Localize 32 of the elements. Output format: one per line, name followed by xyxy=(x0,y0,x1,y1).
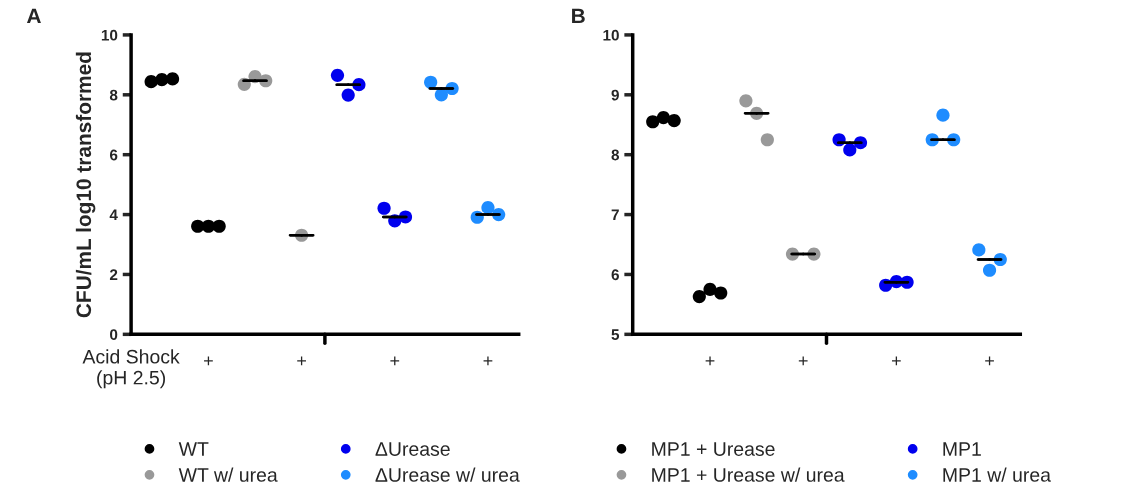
legend-label: WT w/ urea xyxy=(178,467,278,482)
legend-label: MP1 w/ urea xyxy=(943,467,1051,482)
legend-label: ΔUrease xyxy=(375,442,450,456)
y-tick-label: 5 xyxy=(611,329,620,341)
y-tick-label: 6 xyxy=(109,149,118,161)
x-tick-label: + xyxy=(204,356,213,366)
text: Acid Shock (pH 2.5) xyxy=(82,349,180,389)
x-tick-label: + xyxy=(483,356,493,366)
y-tick-label: 4 xyxy=(109,209,118,221)
legend-label: ΔUrease w/ urea xyxy=(375,467,520,482)
x-tick-label: + xyxy=(985,356,994,366)
legend-label: WT xyxy=(178,442,209,456)
y-tick-label: 8 xyxy=(109,89,118,101)
y-tick-label: 9 xyxy=(611,89,619,101)
legend-label: MP1 xyxy=(943,442,981,456)
y-tick-label: 8 xyxy=(611,149,620,161)
y-tick-label: 6 xyxy=(611,269,619,281)
y-axis-title: CFU/mL log10 transformed xyxy=(75,52,96,318)
chart-title: A xyxy=(26,8,41,24)
y-tick-label: 2 xyxy=(109,269,118,280)
y-tick-label: 10 xyxy=(101,29,118,41)
x-tick-label: + xyxy=(297,356,306,366)
x-tick-label: + xyxy=(891,356,901,366)
legend-label: MP1 + Urease w/ urea xyxy=(652,467,845,482)
y-tick-label: 0 xyxy=(110,329,118,341)
y-tick-label: 10 xyxy=(603,29,619,41)
y-tick-label: 7 xyxy=(611,209,619,221)
x-tick-label: + xyxy=(705,356,715,366)
x-tick-label: + xyxy=(798,356,808,366)
chart-title: B xyxy=(572,8,585,24)
legend-label: MP1 + Urease xyxy=(652,442,775,456)
x-tick-label: + xyxy=(390,356,400,366)
